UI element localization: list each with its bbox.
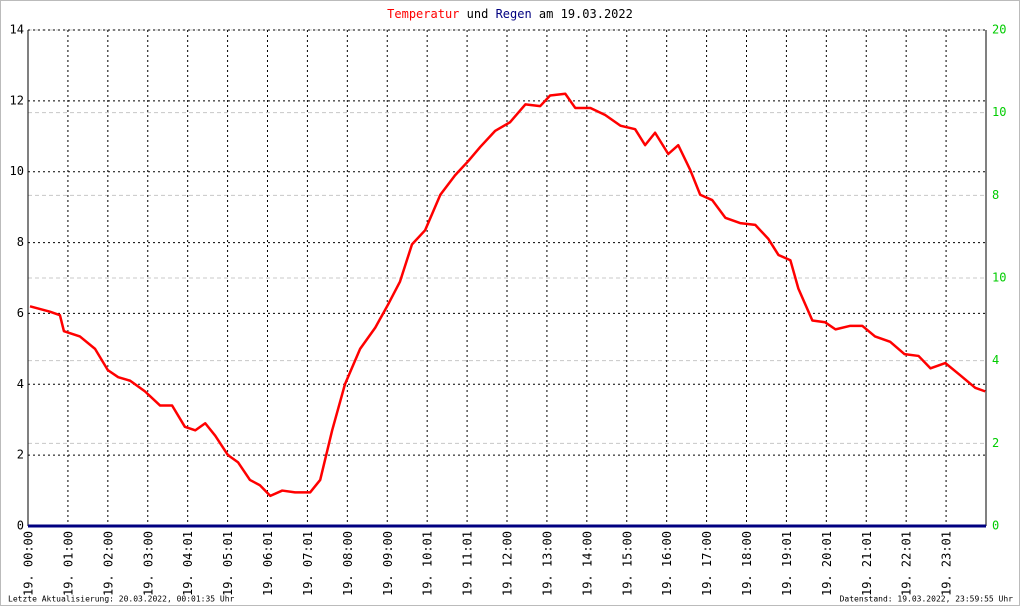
x-tick-label: 19. 20:01 (820, 531, 834, 596)
title-part: Regen (496, 7, 532, 21)
footer-right: Datenstand: 19.03.2022, 23:59:55 Uhr (840, 595, 1014, 604)
x-tick-label: 19. 08:00 (341, 531, 355, 596)
x-tick-label: 19. 05:01 (221, 531, 235, 596)
title-part: am 19.03.2022 (539, 7, 633, 21)
x-tick-label: 19. 06:01 (261, 531, 275, 596)
x-tick-label: 19. 07:01 (301, 531, 315, 596)
x-tick-label: 19. 11:01 (461, 531, 475, 596)
y-tick-label: 8 (17, 235, 24, 249)
x-tick-label: 19. 17:00 (700, 531, 714, 596)
series-line (29, 92, 986, 498)
y2-tick-label: 8 (992, 188, 999, 202)
x-tick-label: 19. 19:01 (780, 531, 794, 596)
y2-tick-label: 2 (992, 436, 999, 450)
x-tick-label: 19. 23:01 (940, 531, 954, 596)
x-tick-label: 19. 22:01 (900, 531, 914, 596)
title-part: Temperatur (387, 7, 459, 21)
x-tick-label: 19. 18:00 (740, 531, 754, 596)
x-tick-label: 19. 12:00 (501, 531, 515, 596)
x-tick-label: 19. 21:01 (860, 531, 874, 596)
x-tick-label: 19. 04:01 (181, 531, 195, 596)
x-tick-label: 19. 00:00 (22, 531, 36, 596)
y2-tick-label: 0 (992, 519, 999, 533)
chart-title: Temperatur und Regen am 19.03.2022 (387, 7, 633, 21)
x-tick-label: 19. 14:00 (580, 531, 594, 596)
y-tick-label: 2 (17, 448, 24, 462)
x-tick-label: 19. 10:01 (421, 531, 435, 596)
y-tick-label: 0 (17, 519, 24, 533)
x-tick-label: 19. 13:00 (540, 531, 554, 596)
y2-tick-label: 20 (992, 23, 1006, 37)
x-tick-label: 19. 09:00 (381, 531, 395, 596)
y-tick-label: 4 (17, 377, 24, 391)
x-tick-label: 19. 03:00 (141, 531, 155, 596)
title-part: und (467, 7, 489, 21)
y-tick-label: 6 (17, 306, 24, 320)
y-tick-label: 12 (10, 93, 24, 107)
y2-tick-label: 10 (992, 105, 1006, 119)
footer-left: Letzte Aktualisierung: 20.03.2022, 00:01… (8, 595, 235, 604)
y2-tick-label: 10 (992, 271, 1006, 285)
y-tick-label: 14 (10, 23, 24, 37)
x-tick-label: 19. 02:00 (101, 531, 115, 596)
x-tick-label: 19. 01:00 (61, 531, 75, 596)
y-tick-label: 10 (10, 164, 24, 178)
y2-tick-label: 4 (992, 353, 999, 367)
x-tick-label: 19. 15:00 (620, 531, 634, 596)
x-tick-label: 19. 16:00 (660, 531, 674, 596)
